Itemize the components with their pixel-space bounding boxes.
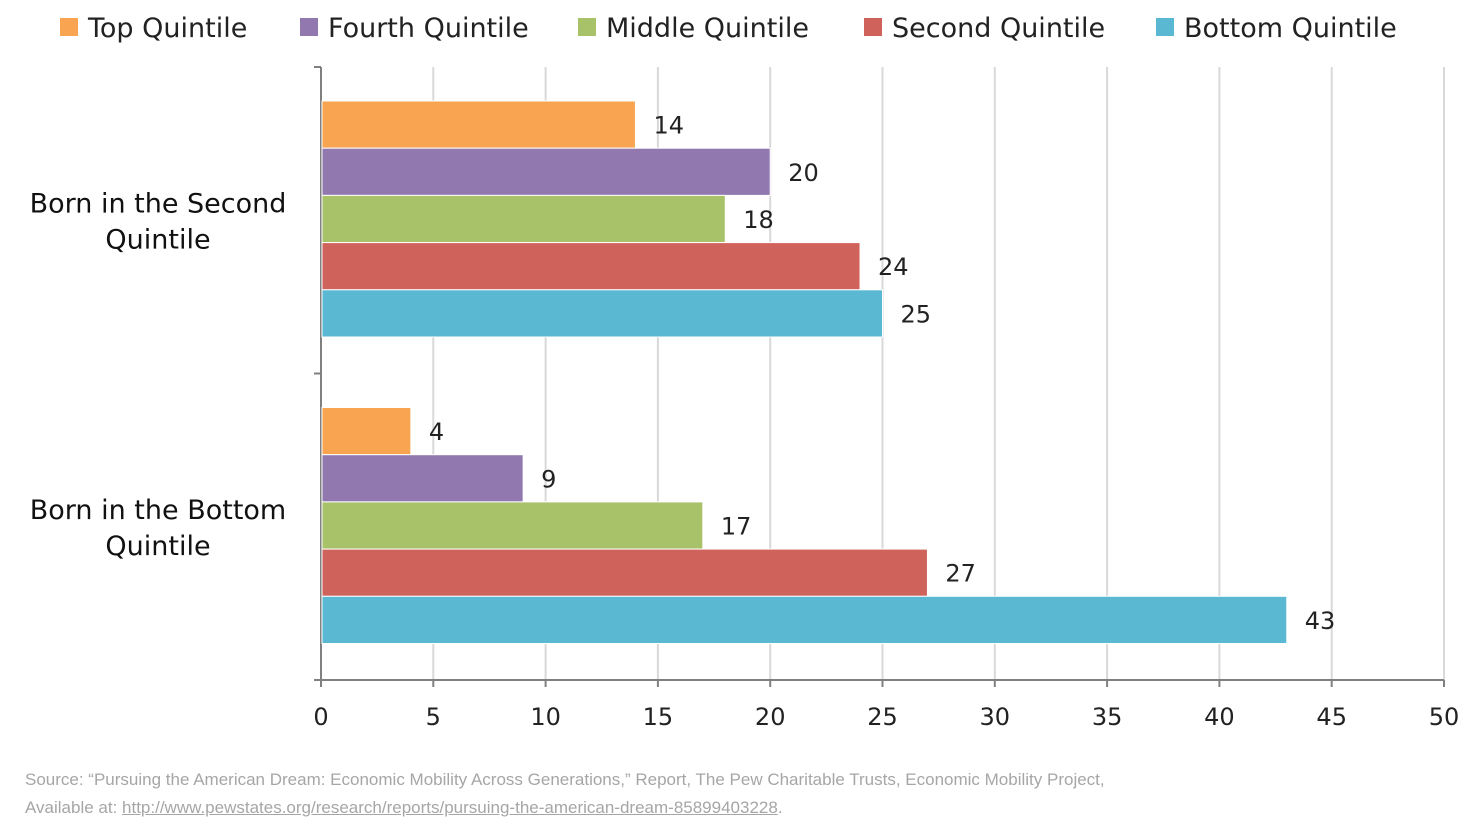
category-label: Quintile	[105, 531, 210, 562]
source-link[interactable]: http://www.pewstates.org/research/report…	[122, 798, 778, 817]
x-tick-label: 50	[1429, 703, 1460, 731]
category-label: Born in the Second	[30, 188, 287, 219]
data-label: 25	[901, 300, 932, 328]
x-tick-label: 20	[755, 703, 786, 731]
data-label: 18	[743, 206, 774, 234]
x-tick-label: 25	[867, 703, 898, 731]
x-tick-label: 15	[643, 703, 674, 731]
x-tick-label: 5	[426, 703, 441, 731]
legend-swatch	[300, 18, 318, 36]
legend-label: Top Quintile	[87, 13, 247, 44]
source-prefix: Available at:	[25, 798, 123, 817]
bar-fourth-quintile	[321, 147, 771, 196]
bar-top-quintile	[321, 100, 636, 149]
x-tick-label: 40	[1204, 703, 1235, 731]
bar-top-quintile	[321, 407, 412, 456]
legend-swatch	[1156, 18, 1174, 36]
legend-label: Fourth Quintile	[328, 13, 529, 44]
x-tick-label: 30	[980, 703, 1011, 731]
legend-label: Middle Quintile	[606, 13, 809, 44]
bar-middle-quintile	[321, 501, 704, 550]
legend-swatch	[60, 18, 78, 36]
data-label: 24	[878, 253, 909, 281]
bar-chart: 0 5 10 15 20 25 30 35 40 45 50 14 20 18 24 25 Born in th…	[30, 13, 1460, 731]
x-tick-label: 45	[1316, 703, 1347, 731]
data-label: 43	[1305, 607, 1336, 635]
bar-middle-quintile	[321, 194, 726, 244]
x-tick-label: 0	[313, 703, 328, 731]
data-label: 17	[721, 513, 752, 541]
legend-swatch	[864, 18, 882, 36]
bar-second-quintile	[321, 548, 928, 597]
data-label: 27	[945, 560, 976, 588]
legend-swatch	[578, 18, 596, 36]
category-label: Quintile	[105, 224, 210, 255]
source-suffix: .	[777, 798, 783, 817]
category-label: Born in the Bottom	[30, 495, 287, 526]
data-label: 14	[653, 112, 684, 140]
x-tick-label: 35	[1092, 703, 1123, 731]
legend-label: Bottom Quintile	[1184, 13, 1397, 44]
data-label: 9	[541, 465, 556, 493]
source-line: Source: “Pursuing the American Dream: Ec…	[25, 770, 1105, 789]
bar-bottom-quintile	[321, 289, 883, 338]
source-note: Source: “Pursuing the American Dream: Ec…	[25, 766, 1105, 822]
bar-second-quintile	[321, 242, 861, 291]
legend-label: Second Quintile	[892, 13, 1105, 44]
bar-fourth-quintile	[321, 454, 524, 503]
bar-bottom-quintile	[321, 595, 1288, 644]
data-label: 20	[788, 159, 819, 187]
data-label: 4	[429, 418, 444, 446]
x-tick-label: 10	[530, 703, 561, 731]
